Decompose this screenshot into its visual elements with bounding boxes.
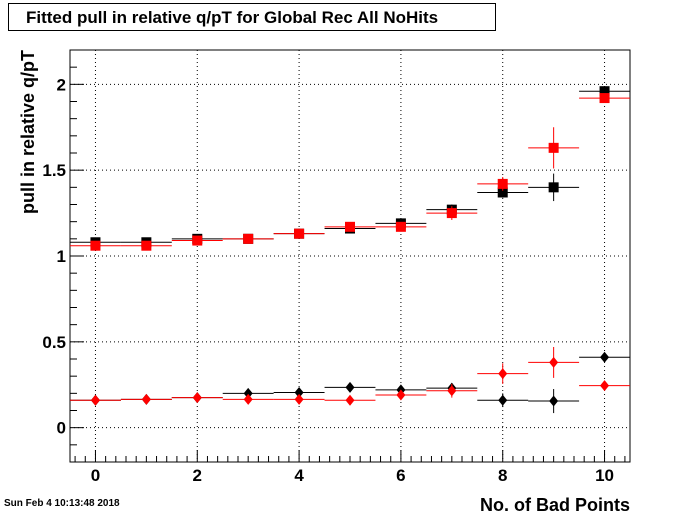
data-point-diamond xyxy=(549,356,559,368)
label-layer: 0 2 4 6 8 10 0 0.5 1 1.5 2 xyxy=(42,75,614,485)
data-point-square xyxy=(192,235,203,246)
x-tick-label: 6 xyxy=(396,466,405,485)
data-point-diamond xyxy=(498,368,508,380)
data-point-diamond xyxy=(345,394,355,406)
data-point-diamond xyxy=(498,394,508,406)
data-point-square xyxy=(446,208,457,219)
data-point-square xyxy=(548,142,559,153)
data-point-diamond xyxy=(600,380,610,392)
data-point-square xyxy=(90,240,101,251)
x-tick-label: 10 xyxy=(595,466,614,485)
chart-title: Fitted pull in relative q/pT for Global … xyxy=(8,3,496,31)
data-point-diamond xyxy=(294,386,304,398)
series-2 xyxy=(70,93,630,251)
data-layer xyxy=(70,86,630,414)
data-point-square xyxy=(599,86,610,97)
data-point-square xyxy=(599,93,610,104)
data-point-square xyxy=(141,240,152,251)
x-tick-label: 0 xyxy=(91,466,100,485)
y-tick-label: 2 xyxy=(57,75,66,94)
data-point-diamond xyxy=(243,387,253,399)
data-point-diamond xyxy=(345,381,355,393)
y-tick-label: 1 xyxy=(57,247,66,266)
data-point-diamond xyxy=(600,351,610,363)
data-point-square xyxy=(294,228,305,239)
data-point-diamond xyxy=(243,393,253,405)
data-point-diamond xyxy=(192,392,202,404)
x-axis-title: No. of Bad Points xyxy=(480,495,630,514)
y-tick-label: 0 xyxy=(57,419,66,438)
data-point-square xyxy=(497,187,508,198)
x-tick-label: 2 xyxy=(193,466,202,485)
x-tick-label: 4 xyxy=(294,466,304,485)
grid-layer xyxy=(70,50,630,462)
series-4 xyxy=(70,346,630,406)
data-point-diamond xyxy=(90,394,100,406)
data-point-square xyxy=(497,178,508,189)
data-point-square xyxy=(345,221,355,232)
data-point-square xyxy=(395,221,406,232)
frame-layer xyxy=(69,49,631,463)
data-point-diamond xyxy=(141,393,151,405)
y-tick-label: 1.5 xyxy=(42,161,66,180)
y-axis-title: pull in relative q/pT xyxy=(18,50,38,214)
data-point-diamond xyxy=(396,389,406,401)
data-point-diamond xyxy=(549,395,559,407)
data-point-square xyxy=(548,182,559,193)
data-point-diamond xyxy=(447,385,457,397)
data-point-diamond xyxy=(294,393,304,405)
data-point-square xyxy=(243,233,254,244)
x-tick-label: 8 xyxy=(498,466,507,485)
timestamp: Sun Feb 4 10:13:48 2018 xyxy=(4,498,120,509)
y-tick-label: 0.5 xyxy=(42,333,66,352)
